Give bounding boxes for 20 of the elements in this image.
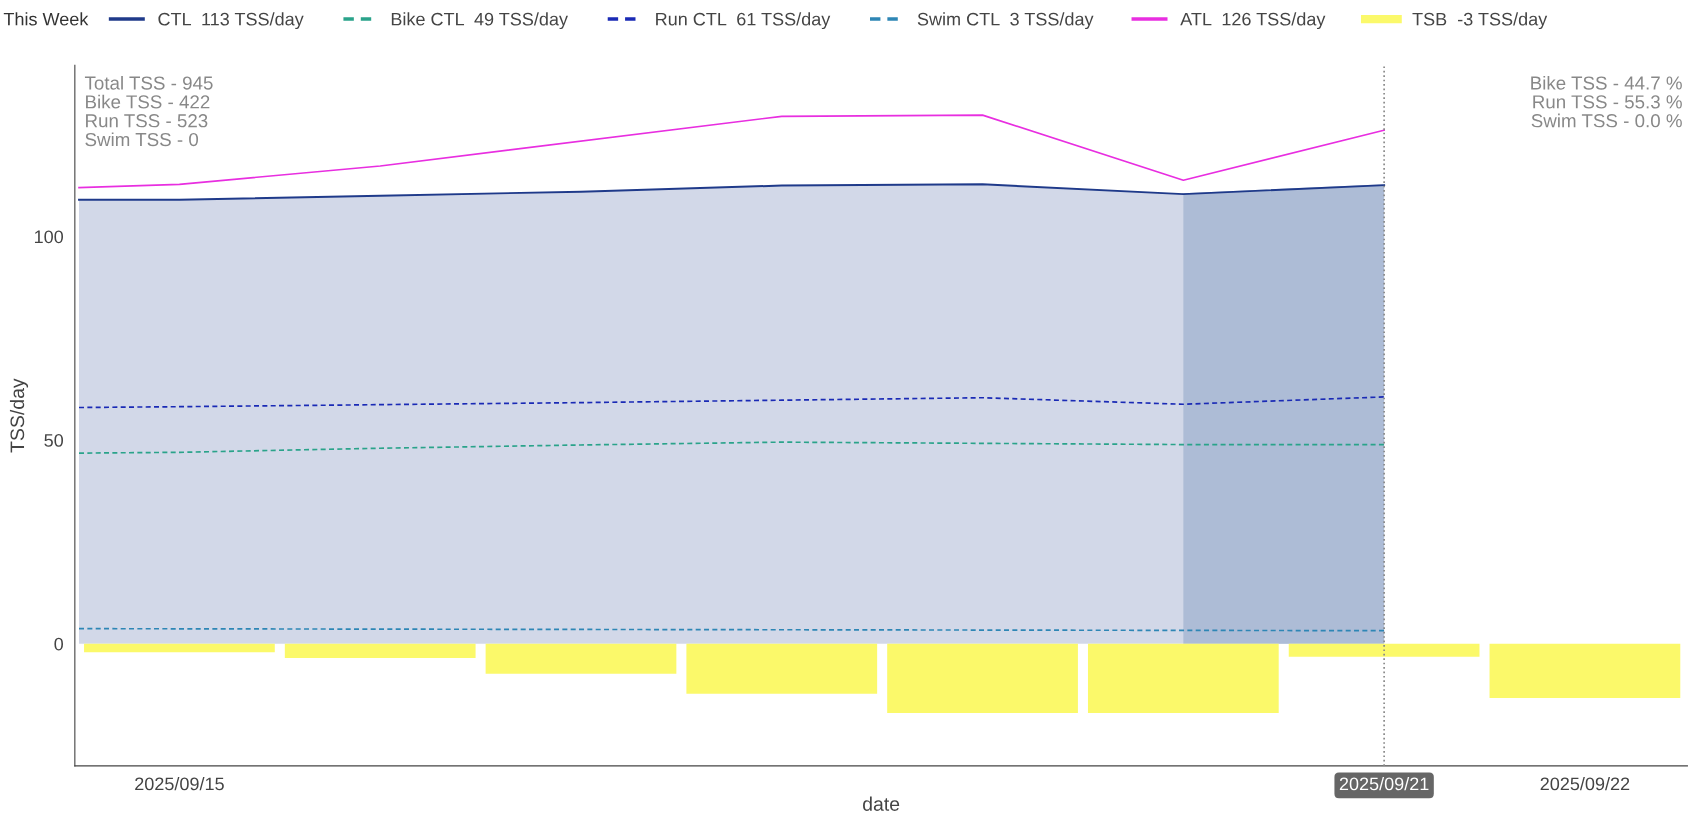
- legend-label: Run CTL 61 TSS/day: [656, 12, 831, 30]
- y-tick-label: 100: [34, 230, 64, 244]
- legend-title: This Week: [3, 12, 89, 26]
- legend-label: Bike CTL 49 TSS/day: [391, 12, 568, 30]
- line-series: [78, 441, 1385, 454]
- legend-label: ATL 126 TSS/day: [1180, 12, 1326, 30]
- x-tick-label: 2025/09/22: [1540, 777, 1630, 791]
- legend-label: TSB -3 TSS/day: [1412, 12, 1548, 30]
- y-tick-label: 50: [44, 434, 64, 447]
- x-axis-title: date: [863, 796, 900, 811]
- annotation: Total TSS - 945 Bike TSS - 422 Run TSS - 523 Swim TSS - 0: [84, 75, 213, 147]
- x-tick-label: 2025/09/21: [1339, 777, 1429, 791]
- legend-label: CTL 113 TSS/day: [158, 12, 304, 30]
- annotation: Bike TSS - 44.7 % Run TSS - 55.3 % Swim TSS - 0.0 %: [1531, 75, 1682, 128]
- x-tick-label: 2025/09/15: [135, 777, 224, 791]
- line-series: [78, 114, 1385, 189]
- y-axis-title: TSS/day: [9, 378, 29, 453]
- legend-label: Swim CTL 3 TSS/day: [917, 12, 1094, 30]
- line-series: [78, 396, 1385, 409]
- y-tick-label: 0: [54, 637, 64, 651]
